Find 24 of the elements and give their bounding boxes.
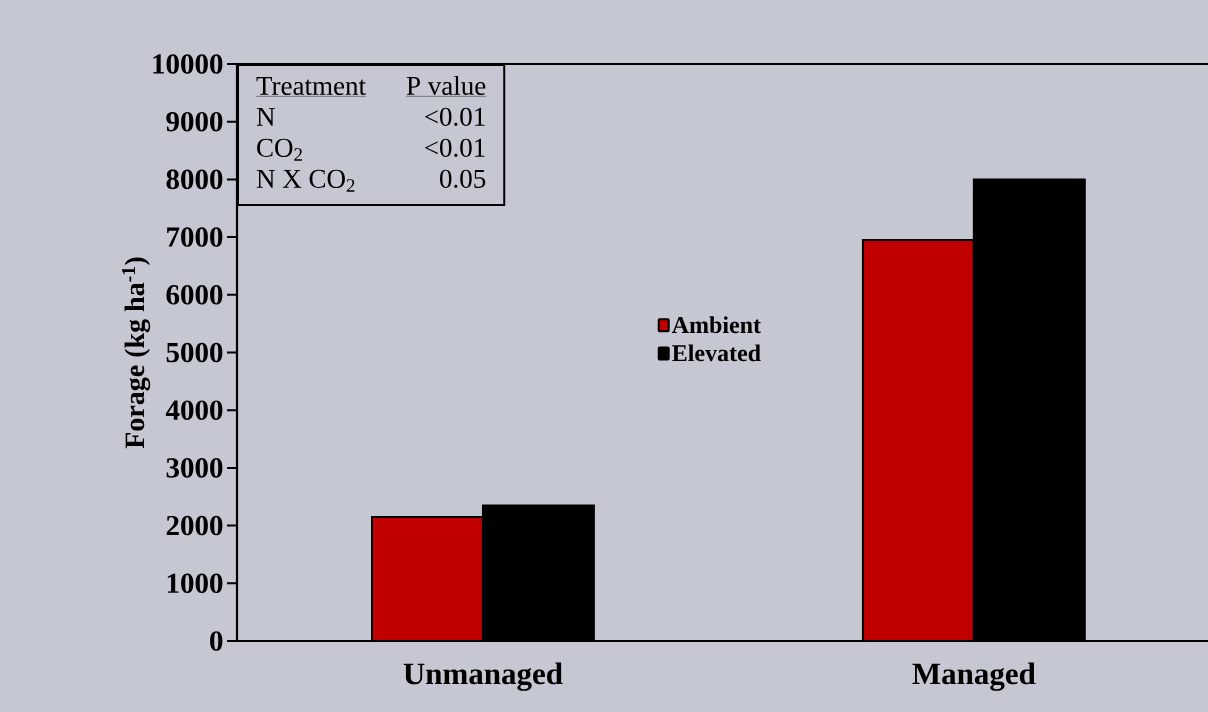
x-tick-label: Unmanaged [403,662,563,691]
y-tick-label: 10000 [153,54,223,74]
y-tick-label: 9000 [166,111,223,132]
y-tick-label: 0 [210,631,223,651]
y-tick-label: 2000 [166,515,223,536]
y-tick-label: 1000 [167,573,223,594]
y-tick-label: 8000 [166,169,223,190]
annotation: P value [406,75,486,95]
annotation: CO$_{2}$ [257,138,302,161]
y-tick-label: 7000 [167,227,223,247]
legend-label: Elevated [672,344,761,362]
annotation: 0.05 [440,169,486,189]
y-tick-label: 6000 [166,285,223,305]
y-axis-title: Forage (kg ha$^{-1}$) [122,257,151,449]
annotation: N X CO$_{2}$ [256,169,355,192]
y-tick-label: 4000 [165,400,223,420]
y-tick-label: 5000 [166,342,223,363]
annotation: <0.01 [425,107,485,127]
y-tick-label: 3000 [166,458,223,478]
annotation: Treatment [256,77,366,95]
annotation: N [256,108,275,126]
x-tick-label: Managed [912,662,1036,691]
legend-label: Ambient [671,316,761,334]
annotation: <0.01 [425,138,485,158]
